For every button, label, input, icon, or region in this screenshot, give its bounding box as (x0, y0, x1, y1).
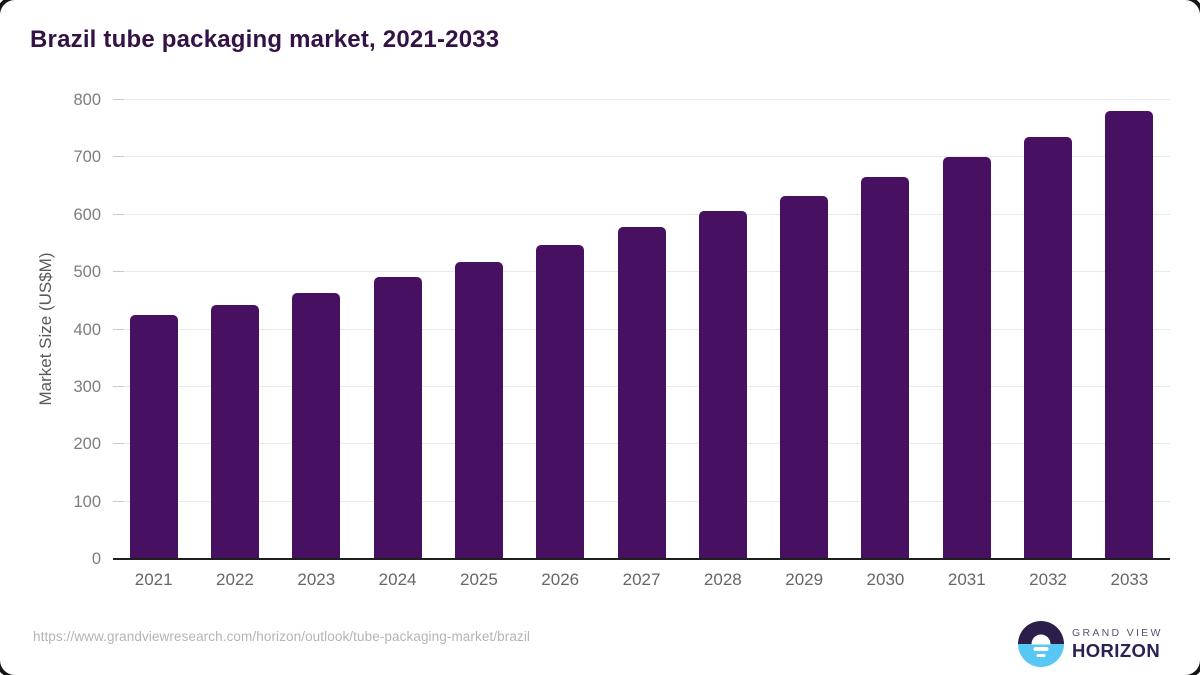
plot-area: 2021 2022 2023 2024 2025 2026 2027 2028 2029 2030… (113, 99, 1170, 589)
logo-text: GRAND VIEW HORIZON (1072, 627, 1163, 662)
horizon-sun-icon (1018, 621, 1064, 667)
x-tick-label-2023: 2023 (297, 570, 336, 589)
source-url: https://www.grandviewresearch.com/horizo… (33, 629, 531, 644)
chart-title: Brazil tube packaging market, 2021-2033 (30, 26, 500, 53)
y-tick-label-300: 300 (73, 377, 101, 396)
gridline-600 (113, 213, 1170, 215)
y-tick-label-0: 0 (91, 550, 101, 568)
bar-slot-2030: 2030 (845, 100, 926, 589)
x-axis-line (113, 558, 1170, 560)
bar-slot-2027: 2027 (601, 100, 682, 589)
y-tick-label-800: 800 (73, 91, 101, 109)
x-tick-label-2033: 2033 (1110, 570, 1149, 589)
bar-slot-2021: 2021 (113, 100, 194, 589)
y-tick-label-500: 500 (73, 263, 101, 282)
bar-slot-2029: 2029 (764, 100, 845, 589)
bar-2033[interactable] (1105, 111, 1154, 559)
bar-slot-2023: 2023 (276, 100, 357, 589)
x-tick-label-2027: 2027 (622, 570, 661, 589)
x-tick-label-2032: 2032 (1029, 570, 1067, 589)
gridline-700 (113, 156, 1170, 158)
bar-slot-2028: 2028 (682, 100, 763, 589)
bar-2021[interactable] (129, 315, 178, 559)
sun-reflection-line-2 (1036, 653, 1046, 657)
bar-2031[interactable] (942, 157, 991, 559)
bar-2028[interactable] (698, 211, 747, 559)
x-tick-label-2030: 2030 (866, 570, 905, 589)
x-tick-label-2026: 2026 (541, 570, 580, 589)
bar-slot-2031: 2031 (926, 100, 1007, 589)
bar-2030[interactable] (861, 177, 910, 559)
bar-slot-2026: 2026 (520, 100, 601, 589)
sun-reflection-line-1 (1033, 647, 1049, 651)
grand-view-horizon-logo: GRAND VIEW HORIZON (1018, 620, 1163, 668)
y-axis-ticks: 0 100 200 300 400 500 600 700 800 (0, 91, 101, 568)
bar-slot-2032: 2032 (1007, 100, 1088, 589)
y-tick-label-600: 600 (73, 205, 101, 224)
x-tick-label-2031: 2031 (947, 570, 986, 589)
x-tick-label-2021: 2021 (134, 570, 173, 589)
bar-slot-2022: 2022 (194, 100, 275, 589)
x-tick-label-2024: 2024 (378, 570, 417, 589)
bar-2026[interactable] (536, 245, 585, 559)
bar-slot-2025: 2025 (438, 100, 519, 589)
bar-slot-2024: 2024 (357, 100, 438, 589)
x-tick-label-2028: 2028 (703, 570, 742, 589)
x-tick-label-2022: 2022 (216, 570, 254, 589)
bar-2029[interactable] (780, 195, 829, 559)
bar-2024[interactable] (373, 277, 422, 559)
bar-2022[interactable] (210, 304, 259, 559)
logo-brand-name: GRAND VIEW (1072, 626, 1163, 639)
sun-shape (1031, 634, 1051, 644)
x-tick-label-2025: 2025 (459, 570, 498, 589)
bar-2025[interactable] (454, 262, 503, 559)
y-tick-label-100: 100 (73, 492, 101, 511)
bar-2032[interactable] (1024, 136, 1073, 559)
gridline-800 (113, 99, 1170, 100)
bar-slot-2033: 2033 (1089, 100, 1170, 589)
y-tick-label-700: 700 (73, 148, 101, 167)
bar-2027[interactable] (617, 226, 666, 559)
bar-2023[interactable] (292, 292, 341, 559)
y-tick-label-400: 400 (73, 320, 101, 339)
bar-series: 2021 2022 2023 2024 2025 2026 2027 2028 2029 2030… (113, 100, 1170, 589)
logo-product-name: HORIZON (1072, 639, 1161, 661)
y-tick-label-200: 200 (73, 435, 101, 454)
x-tick-label-2029: 2029 (785, 570, 824, 589)
